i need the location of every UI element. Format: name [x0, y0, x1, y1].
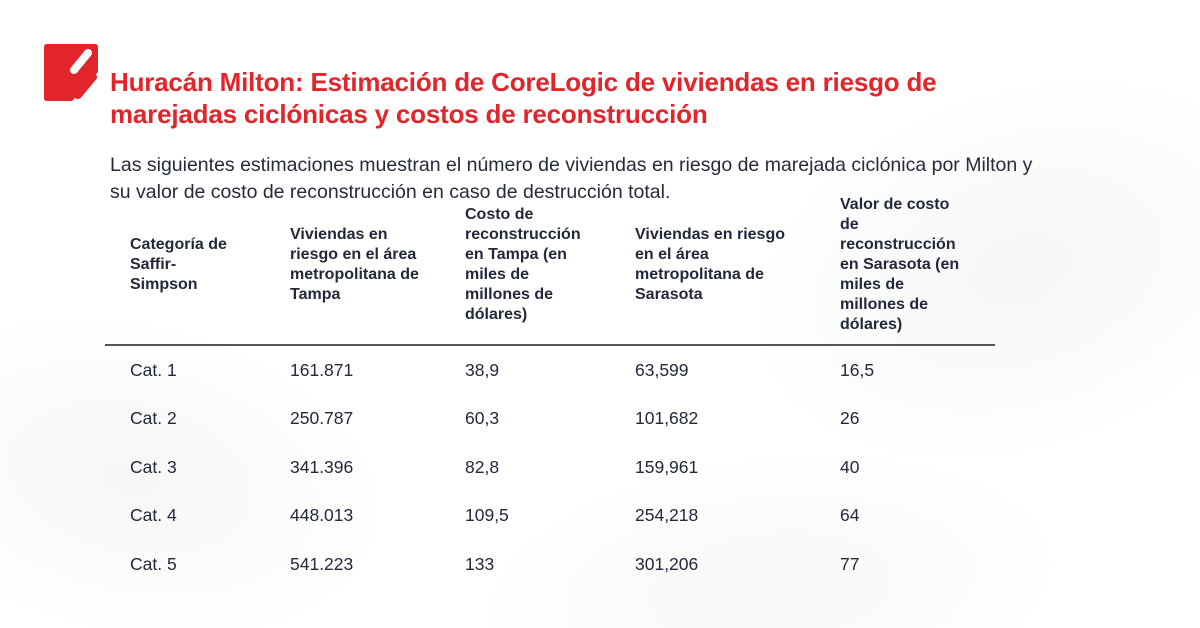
table-cell-sarasota-homes: 301,206 [635, 553, 699, 574]
table-row: Cat. 2 250.787 60,3 101,682 26 [105, 395, 995, 444]
table-cell-tampa-cost: 133 [465, 553, 495, 574]
table-cell-category: Cat. 1 [130, 359, 177, 380]
table-cell-sarasota-cost: 77 [840, 553, 860, 574]
table-header-row: Categoría de Saffir-Simpson Viviendas en… [105, 192, 995, 338]
table-cell-sarasota-homes: 254,218 [635, 505, 699, 526]
column-header-saffir-category: Categoría de Saffir-Simpson [130, 236, 227, 293]
table-cell-category: Cat. 3 [130, 456, 177, 477]
table-cell-tampa-homes: 341.396 [290, 456, 354, 477]
table-cell-sarasota-homes: 159,961 [635, 456, 699, 477]
table-cell-category: Cat. 2 [130, 408, 177, 429]
table-cell-sarasota-cost: 16,5 [840, 359, 875, 380]
table-cell-sarasota-cost: 64 [840, 505, 860, 526]
column-header-tampa-cost: Costo de reconstrucción en Tampa (en mil… [465, 206, 581, 323]
table-row: Cat. 5 541.223 133 301,206 77 [105, 540, 995, 589]
header-divider [105, 344, 995, 346]
table-cell-sarasota-cost: 40 [840, 456, 860, 477]
table-cell-category: Cat. 5 [130, 553, 177, 574]
table-body: Cat. 1 161.871 38,9 63,599 16,5 Cat. 2 2… [105, 346, 995, 589]
table-cell-sarasota-homes: 101,682 [635, 408, 699, 429]
table-cell-tampa-cost: 60,3 [465, 408, 500, 429]
storm-surge-table: Categoría de Saffir-Simpson Viviendas en… [105, 192, 995, 589]
column-header-tampa-homes: Viviendas en riesgo en el área metropoli… [290, 226, 419, 303]
table-cell-category: Cat. 4 [130, 505, 177, 526]
column-header-sarasota-homes: Viviendas en riesgo en el área metropoli… [635, 226, 785, 303]
brand-logo-icon [44, 44, 98, 101]
table-cell-tampa-homes: 250.787 [290, 408, 354, 429]
table-cell-tampa-homes: 541.223 [290, 553, 354, 574]
table-row: Cat. 1 161.871 38,9 63,599 16,5 [105, 346, 995, 395]
table-cell-tampa-homes: 161.871 [290, 359, 354, 380]
page-subtitle: Las siguientes estimaciones muestran el … [110, 153, 1033, 204]
column-header-sarasota-cost: Valor de costo de reconstrucción en Sara… [840, 196, 960, 333]
table-row: Cat. 4 448.013 109,5 254,218 64 [105, 492, 995, 541]
table-cell-sarasota-cost: 26 [840, 408, 860, 429]
table-row: Cat. 3 341.396 82,8 159,961 40 [105, 443, 995, 492]
table-cell-tampa-homes: 448.013 [290, 505, 354, 526]
table-cell-tampa-cost: 82,8 [465, 456, 500, 477]
table-cell-tampa-cost: 38,9 [465, 359, 500, 380]
table-cell-tampa-cost: 109,5 [465, 505, 509, 526]
table-cell-sarasota-homes: 63,599 [635, 359, 689, 380]
page-title: Huracán Milton: Estimación de CoreLogic … [110, 67, 937, 129]
